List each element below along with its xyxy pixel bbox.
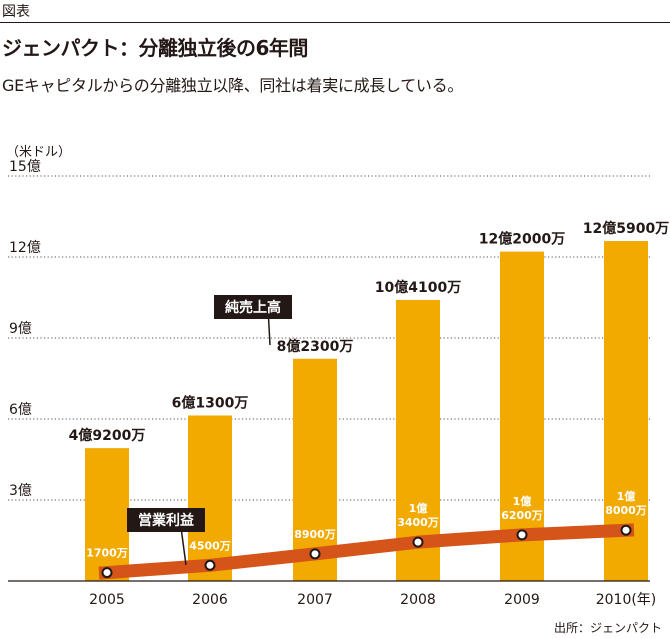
x-tick-label: 2009 xyxy=(504,592,540,608)
revenue-bar xyxy=(85,448,129,581)
income-marker xyxy=(412,536,424,548)
legend-revenue: 純売上高 xyxy=(214,295,292,346)
revenue-value-label: 12億5900万 xyxy=(583,220,669,237)
legend-label: 営業利益 xyxy=(138,512,194,529)
x-tick-label: 2008 xyxy=(400,592,436,608)
chart-subtitle: GEキャピタルからの分離独立以降、同社は着実に成長している。 xyxy=(2,76,464,95)
x-tick-label: 2010(年) xyxy=(596,592,657,608)
income-value-label: 4500万 xyxy=(189,539,231,552)
income-value-label: 8900万 xyxy=(294,528,336,541)
revenue-bar xyxy=(188,415,232,581)
revenue-labels: 4億9200万 6億1300万 8億2300万 10億4100万 12億2000万 12億… xyxy=(69,220,670,444)
income-marker xyxy=(516,529,528,541)
source-note: 出所：ジェンパクト xyxy=(553,621,662,635)
x-tick-label: 2007 xyxy=(297,592,333,608)
revenue-value-label: 12億2000万 xyxy=(479,231,565,248)
revenue-bars xyxy=(85,241,648,581)
income-line xyxy=(98,523,635,580)
chart-title: ジェンパクト：分離独立後の6年間 xyxy=(2,36,308,60)
x-tick-label: 2005 xyxy=(89,592,125,608)
revenue-bar xyxy=(500,251,544,581)
header-rule xyxy=(0,22,670,23)
y-tick-label: 3億 xyxy=(9,483,32,499)
income-value-label: 1億 6200万 xyxy=(501,494,543,522)
legend-box-bg xyxy=(127,508,205,532)
income-marker xyxy=(204,559,216,571)
revenue-value-label: 10億4100万 xyxy=(375,279,461,296)
income-marker xyxy=(101,567,113,579)
legend-label: 純売上高 xyxy=(225,299,281,316)
x-axis-ticks: 2005 2006 2007 2008 2009 2010(年) xyxy=(89,592,656,608)
income-value-label: 1700万 xyxy=(86,547,128,560)
revenue-value-label: 6億1300万 xyxy=(172,394,249,411)
y-tick-label: 6億 xyxy=(9,402,32,418)
y-tick-label: 9億 xyxy=(9,321,32,337)
y-tick-label: 12億 xyxy=(9,240,41,256)
revenue-value-label: 8億2300万 xyxy=(277,338,354,355)
x-tick-label: 2006 xyxy=(192,592,228,608)
legend-leader-line xyxy=(267,318,271,346)
y-unit-label: （米ドル） xyxy=(6,145,72,160)
legend-box-bg xyxy=(214,295,292,319)
income-value-label: 1億 3400万 xyxy=(397,501,439,529)
income-marker xyxy=(620,524,632,536)
income-value-label: 1億 8000万 xyxy=(605,489,647,517)
revenue-bar xyxy=(396,299,440,581)
revenue-bar xyxy=(293,358,337,581)
legend-income: 営業利益 xyxy=(127,508,205,566)
legend-leader-line xyxy=(180,531,187,566)
income-labels: 1700万 4500万 8900万 1億 3400万 1億 6200万 1億 8000万 xyxy=(86,489,647,559)
y-axis-ticks: 3億 6億 9億 12億 15億 xyxy=(9,159,41,499)
y-tick-label: 15億 xyxy=(9,159,41,175)
income-line-path xyxy=(98,523,635,580)
revenue-value-label: 4億9200万 xyxy=(69,427,146,444)
income-marker xyxy=(309,548,321,560)
figure-label: 図表 xyxy=(2,4,30,20)
